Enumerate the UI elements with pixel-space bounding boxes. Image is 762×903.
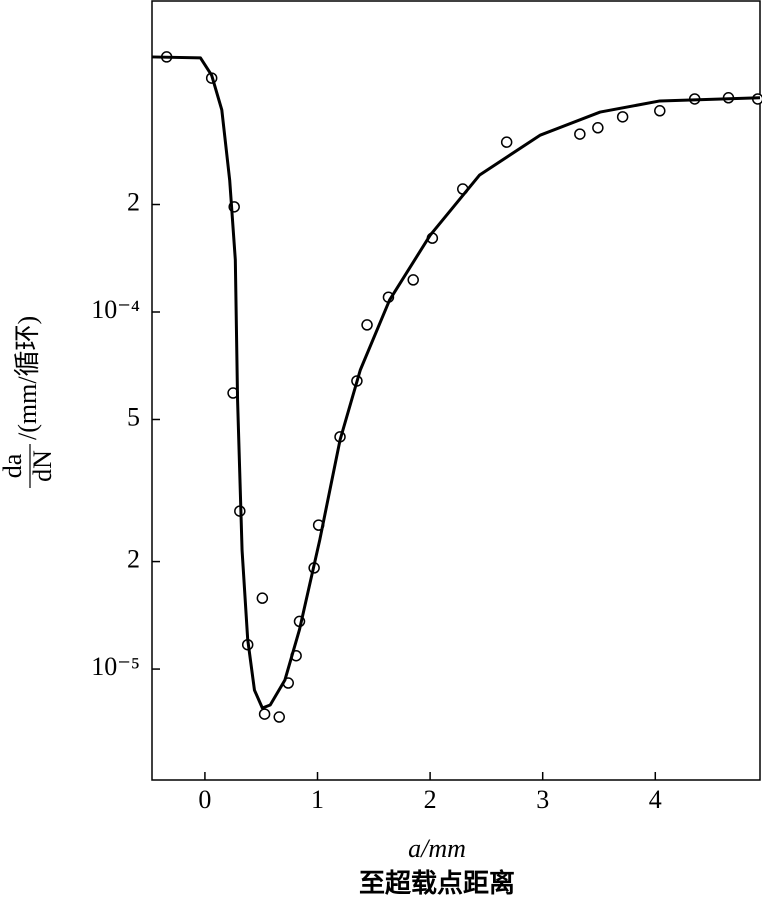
x-tick-label: 1: [311, 785, 324, 814]
data-point: [256, 592, 269, 604]
x-axis-sublabel: 至超载点距离: [359, 868, 515, 898]
y-tick-label: 2: [127, 545, 140, 574]
y-label-numerator: da: [0, 453, 27, 478]
data-point: [407, 274, 419, 286]
x-tick-label: 0: [198, 785, 211, 814]
y-tick-label: 5: [127, 402, 140, 431]
data-point: [273, 711, 285, 723]
x-tick-label: 2: [424, 785, 437, 814]
y-tick-label: 10⁻⁴: [91, 295, 140, 324]
x-axis-label: a/mm: [408, 834, 466, 863]
data-point: [654, 105, 666, 117]
data-point: [574, 128, 586, 140]
y-label-denominator: dN: [28, 450, 57, 482]
y-tick-label: 2: [127, 187, 140, 216]
y-axis-label: da dN /(mm/循环): [0, 316, 57, 488]
y-label-unit: /(mm/循环): [13, 316, 42, 440]
y-tick-label: 10⁻⁵: [91, 652, 140, 681]
fit-curve: [151, 55, 761, 710]
x-tick-label: 4: [649, 785, 662, 814]
x-tick-label: 3: [536, 785, 549, 814]
plot-frame: [151, 0, 761, 781]
data-point: [258, 708, 271, 720]
data-point: [616, 111, 629, 123]
data-point: [361, 319, 373, 331]
data-point: [592, 122, 604, 134]
data-point: [500, 136, 513, 148]
